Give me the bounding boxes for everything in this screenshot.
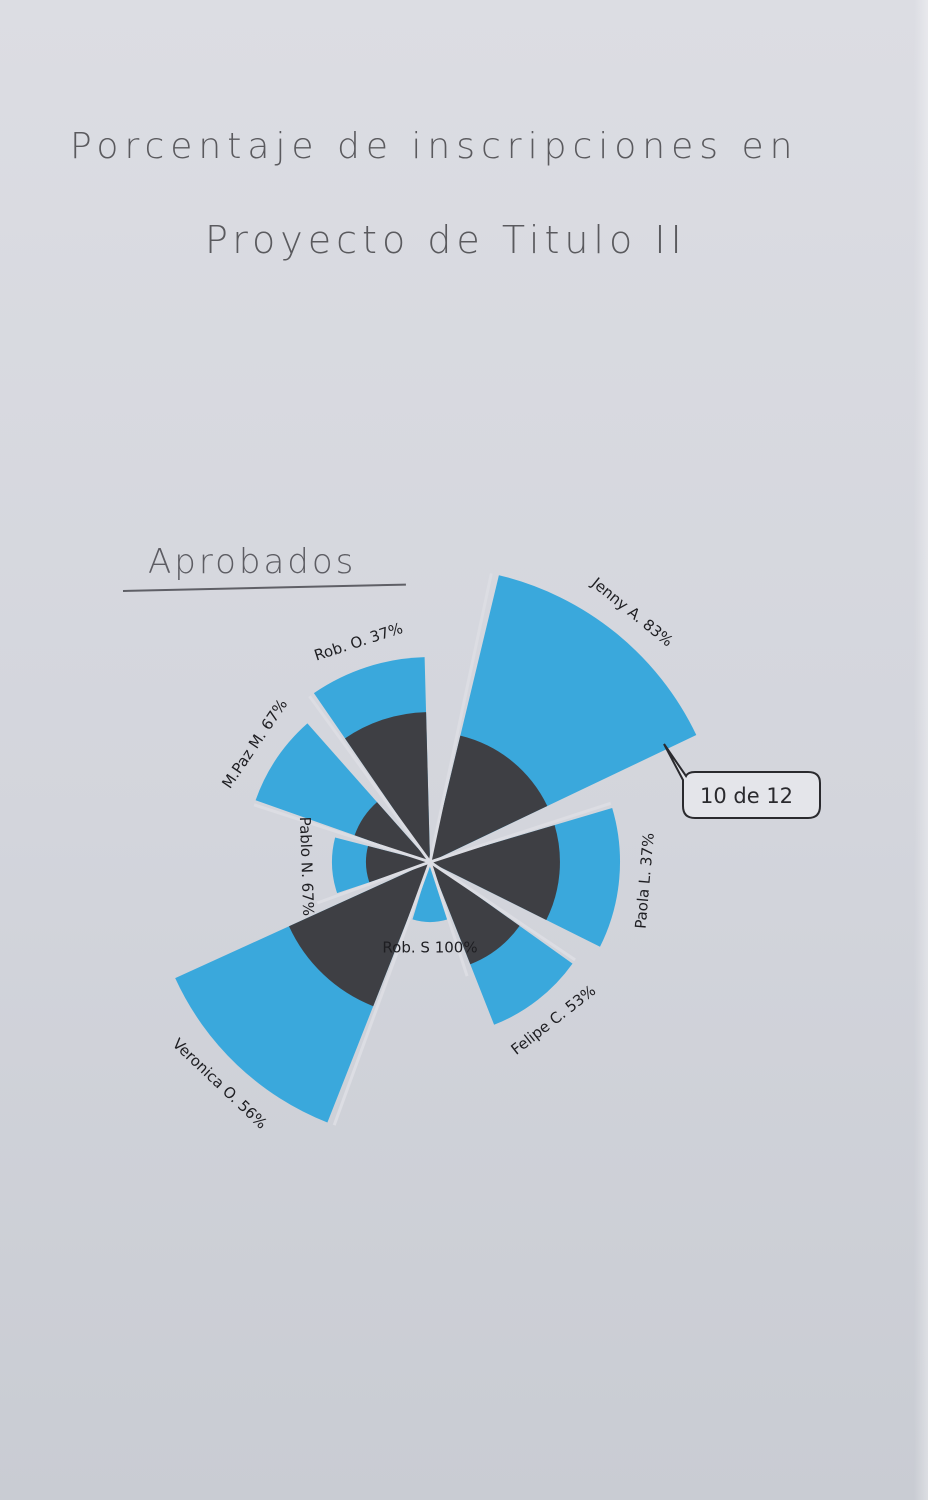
segment-label-1: Paola L. 37% [632,832,658,929]
callout-bubble [663,743,821,819]
segment-divider-5 [316,860,431,905]
chart-segments [175,573,697,1126]
segment-outer-3 [412,862,448,923]
segment-inner-7 [345,712,430,862]
segment-divider-6 [253,803,431,864]
segment-inner-4 [289,862,430,1007]
paper-edge [914,0,928,1500]
segment-label-7: Rob. O. 37% [312,619,405,665]
title-line-1: Porcentaje de inscripciones en [70,126,799,167]
callout-box: 10 de 12 [663,743,821,819]
segment-inner-6 [354,802,430,862]
segment-inner-5 [365,846,430,883]
segment-divider-2 [429,860,576,962]
callout-text: 10 de 12 [700,784,793,808]
segment-divider-3 [428,861,469,977]
segment-inner-1 [430,825,560,920]
segment-label-5: Pablo N. 67% [296,816,317,916]
segment-divider-7 [308,695,432,863]
segment-divider-1 [429,801,612,864]
segment-inner-0 [430,735,548,862]
segment-label-3: Rob. S 100% [382,939,477,957]
section-label: Aprobados [148,542,357,582]
segment-divider-0 [428,573,493,863]
segment-inner-2 [430,862,520,965]
title-line-2: Proyecto de Titulo II [205,218,687,262]
segment-divider-4 [332,861,432,1126]
